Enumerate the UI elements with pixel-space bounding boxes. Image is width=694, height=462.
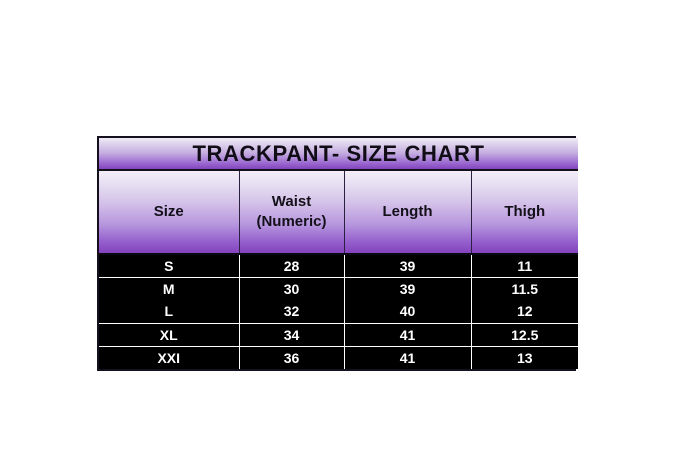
cell-length: 40 bbox=[344, 300, 472, 324]
cell-waist: 30 bbox=[239, 277, 345, 300]
chart-title: TRACKPANT- SIZE CHART bbox=[99, 138, 579, 171]
cell-size: M bbox=[99, 277, 240, 300]
cell-thigh: 11 bbox=[471, 254, 579, 278]
cell-length: 39 bbox=[344, 254, 472, 278]
column-header-thigh: Thigh bbox=[471, 170, 579, 255]
cell-thigh: 12.5 bbox=[471, 323, 579, 347]
size-chart-container: TRACKPANT- SIZE CHART Size Waist (Numeri… bbox=[97, 136, 579, 371]
cell-thigh: 12 bbox=[471, 300, 579, 324]
column-header-row: Size Waist (Numeric) Length Thigh bbox=[99, 170, 579, 255]
cell-length: 39 bbox=[344, 277, 472, 300]
table-row: M 30 39 11.5 bbox=[99, 277, 579, 300]
column-header-thigh-label: Thigh bbox=[504, 202, 546, 220]
column-header-length-label: Length bbox=[382, 202, 433, 220]
cell-size: XL bbox=[99, 323, 240, 347]
table-row: S 28 39 11 bbox=[99, 254, 579, 278]
cell-thigh: 11.5 bbox=[471, 277, 579, 300]
cell-thigh: 13 bbox=[471, 346, 579, 369]
cell-waist: 34 bbox=[239, 323, 345, 347]
chart-title-row: TRACKPANT- SIZE CHART bbox=[99, 138, 579, 171]
cell-waist: 32 bbox=[239, 300, 345, 324]
column-header-waist: Waist (Numeric) bbox=[239, 170, 345, 255]
cell-size: S bbox=[99, 254, 240, 278]
cell-length: 41 bbox=[344, 346, 472, 369]
table-row: L 32 40 12 bbox=[99, 300, 579, 324]
column-header-size-label: Size bbox=[153, 202, 184, 220]
cell-length: 41 bbox=[344, 323, 472, 347]
column-header-length: Length bbox=[344, 170, 472, 255]
column-header-waist-sublabel: (Numeric) bbox=[256, 213, 327, 230]
column-header-size: Size bbox=[99, 170, 240, 255]
table-row: XL 34 41 12.5 bbox=[99, 323, 579, 347]
table-row: XXI 36 41 13 bbox=[99, 346, 579, 369]
cell-size: XXI bbox=[99, 346, 240, 369]
column-header-waist-label: Waist bbox=[271, 192, 312, 210]
cell-waist: 28 bbox=[239, 254, 345, 278]
size-chart-table: TRACKPANT- SIZE CHART Size Waist (Numeri… bbox=[99, 138, 579, 369]
cell-waist: 36 bbox=[239, 346, 345, 369]
cell-size: L bbox=[99, 300, 240, 324]
